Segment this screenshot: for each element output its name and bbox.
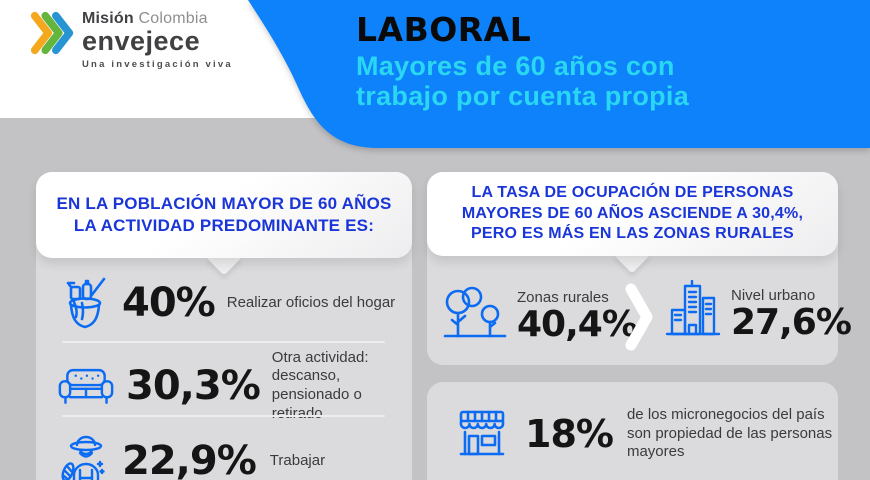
- logo-colombia: Colombia: [133, 10, 208, 27]
- trees-icon: [443, 280, 507, 344]
- stat-value: 30,3%: [126, 363, 261, 409]
- buildings-icon: [665, 280, 721, 342]
- stat-value: 22,9%: [122, 438, 257, 480]
- occupation-panel: LA TASA DE OCUPACIÓN DE PERSONAS MAYORES…: [427, 172, 852, 365]
- right-heading-line2: MAYORES DE 60 AÑOS ASCIENDE A 30,4%,: [461, 204, 804, 222]
- right-heading-line1: LA TASA DE OCUPACIÓN DE PERSONAS: [471, 184, 794, 202]
- right-heading-bubble: LA TASA DE OCUPACIÓN DE PERSONAS MAYORES…: [427, 172, 838, 256]
- farmer-icon: [60, 432, 108, 480]
- logo-brand-line: Misión Colombia: [82, 10, 233, 28]
- rural-stat: Zonas rurales 40,4%: [443, 280, 638, 346]
- urban-label: Nivel urbano: [731, 287, 816, 305]
- divider: [62, 341, 385, 343]
- sofa-icon: [58, 364, 114, 408]
- divider: [62, 415, 385, 417]
- cleaning-bucket-icon: [60, 275, 110, 331]
- rural-label: Zonas rurales: [517, 289, 609, 307]
- stat-row-trabajar: 22,9% Trabajar: [60, 428, 325, 480]
- left-heading-line1: EN LA POBLACIÓN MAYOR DE 60 AÑOS: [56, 193, 392, 213]
- urban-stat: Nivel urbano 27,6%: [665, 280, 852, 344]
- logo-chevrons-icon: [30, 11, 74, 55]
- greater-than-chevron-icon: [625, 283, 653, 351]
- left-stats-panel: EN LA POBLACIÓN MAYOR DE 60 AÑOS LA ACTI…: [36, 172, 412, 480]
- left-heading-bubble: EN LA POBLACIÓN MAYOR DE 60 AÑOS LA ACTI…: [36, 172, 412, 258]
- logo-envejece: envejece: [82, 26, 201, 56]
- micronegocios-panel: 18% de los micronegocios del país son pr…: [427, 382, 838, 480]
- left-heading-line2: LA ACTIVIDAD PREDOMINANTE ES:: [73, 216, 375, 235]
- page-subtitle-line1: Mayores de 60 años con: [356, 50, 675, 81]
- stat-value: 18%: [525, 412, 614, 456]
- stat-label: Otra actividad: descanso, pensionado o r…: [271, 348, 369, 422]
- stat-label: Realizar oficios del hogar: [226, 293, 396, 311]
- stat-label: Trabajar: [269, 451, 326, 469]
- logo-mision: Misión: [82, 10, 134, 27]
- stat-row-micronegocios: 18% de los micronegocios del país son pr…: [453, 406, 838, 462]
- stat-row-otra-actividad: 30,3% Otra actividad: descanso, pensiona…: [58, 349, 412, 422]
- blue-header-shape: [248, 0, 870, 148]
- urban-value: 27,6%: [731, 302, 852, 344]
- stat-value: 40%: [122, 280, 216, 326]
- logo: Misión Colombia envejece Una investigaci…: [28, 8, 233, 70]
- logo-tagline: Una investigación viva: [82, 59, 233, 70]
- page-title: LABORAL: [356, 10, 532, 49]
- right-heading-line3: PERO ES MÁS EN LAS ZONAS RURALES: [471, 225, 794, 243]
- storefront-icon: [453, 406, 511, 462]
- page-subtitle-line2: trabajo por cuenta propia: [356, 80, 690, 111]
- rural-value: 40,4%: [517, 304, 638, 346]
- stat-label: de los micronegocios del país son propie…: [626, 405, 833, 461]
- stat-row-oficios: 40% Realizar oficios del hogar: [60, 272, 395, 334]
